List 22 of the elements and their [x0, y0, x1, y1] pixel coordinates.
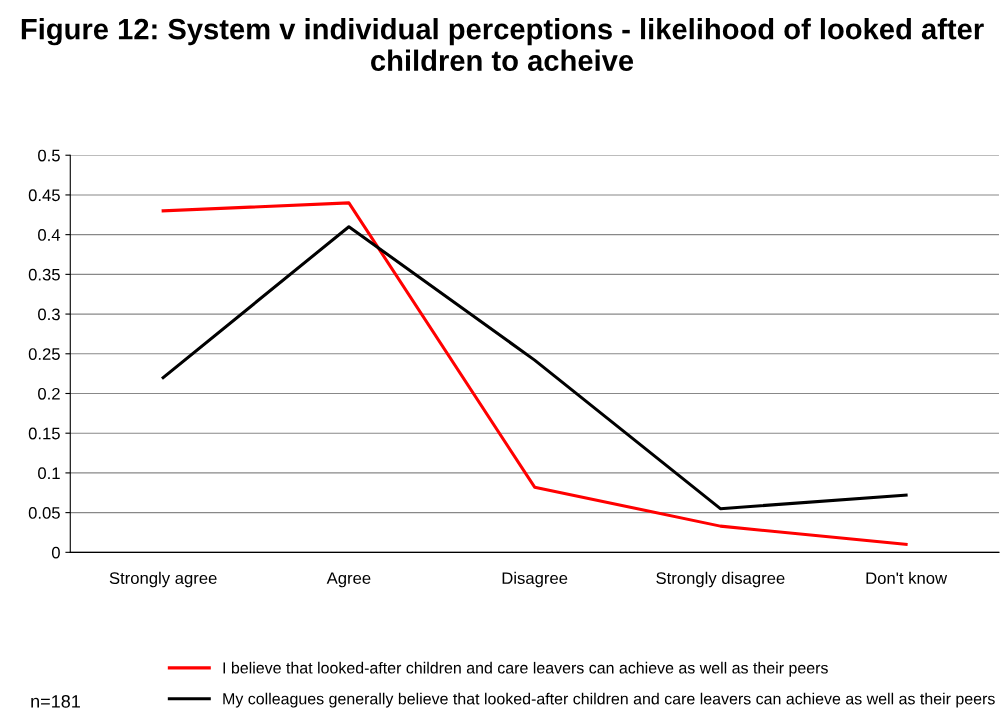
y-tick-label: 0.05	[28, 507, 60, 519]
line-series	[161, 201, 908, 546]
y-tick-label: 0.3	[38, 308, 60, 321]
x-tick-label: Strongly agree	[109, 571, 217, 588]
chart-title: Figure 12: System v individual perceptions - likelihood of looked after children to acheive	[21, 18, 984, 72]
line-series	[161, 225, 908, 511]
y-tick-label: 0.1	[38, 467, 60, 480]
text: n=181	[31, 694, 80, 708]
y-tick-label: 0	[51, 546, 60, 559]
legend-label: I believe that looked-after children and care leavers can achieve as well as their peers	[223, 661, 828, 677]
x-tick-label: Strongly disagree	[656, 571, 785, 588]
y-tick-label: 0.25	[28, 348, 60, 360]
y-tick-label: 0.35	[28, 268, 60, 281]
y-tick-label: 0.15	[28, 427, 60, 440]
legend-label: My colleagues generally believe that looked-after children and care leavers can achieve as well as their peers	[223, 692, 995, 708]
x-tick-label: Disagree	[502, 571, 568, 588]
y-tick-label: 0.2	[38, 387, 60, 400]
y-tick-label: 0.4	[38, 229, 61, 241]
y-tick-label: 0.45	[28, 189, 60, 202]
x-tick-label: Agree	[326, 572, 371, 588]
y-tick-label: 0.5	[38, 149, 60, 162]
x-tick-label: Don't know	[866, 571, 948, 585]
